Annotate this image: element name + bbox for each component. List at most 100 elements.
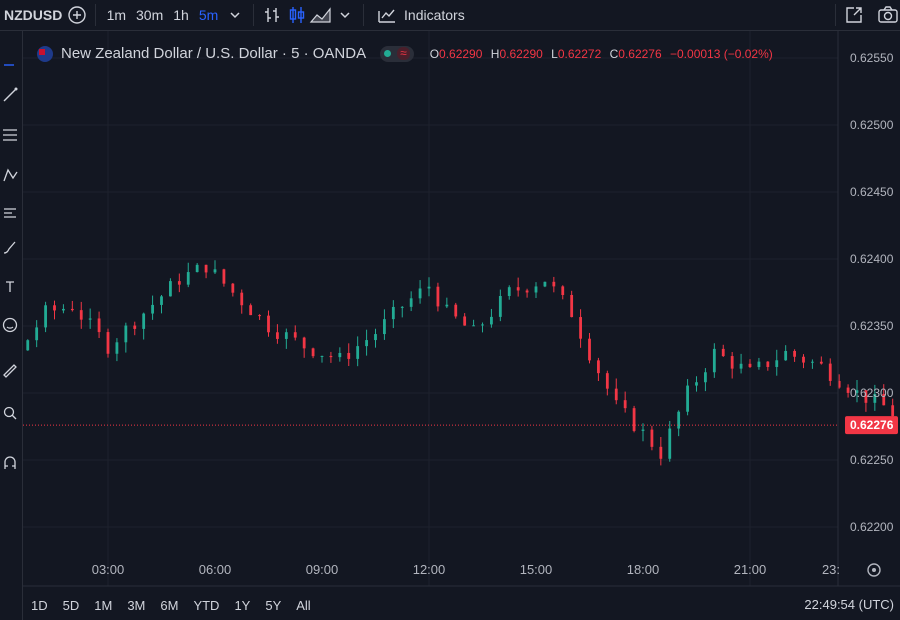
- range-5y[interactable]: 5Y: [265, 597, 282, 613]
- cursor-tool[interactable]: [0, 51, 20, 71]
- candle-body: [775, 360, 779, 367]
- camera-icon: [878, 6, 898, 23]
- screenshot-button[interactable]: [876, 0, 900, 30]
- indicators-icon: [378, 9, 396, 23]
- candle: [302, 336, 306, 358]
- candle: [597, 357, 600, 382]
- candle-body: [276, 332, 279, 339]
- candle: [588, 332, 591, 364]
- candle-body: [891, 405, 895, 417]
- candle-body: [802, 356, 805, 363]
- candle: [543, 281, 547, 288]
- compare-symbol-button[interactable]: [65, 0, 89, 30]
- range-1m[interactable]: 1M: [94, 597, 113, 613]
- last-price-tag: [845, 416, 898, 435]
- zoom-tool[interactable]: [0, 403, 20, 423]
- text-tool[interactable]: [0, 277, 20, 297]
- time-tick: 15:00: [520, 562, 553, 577]
- toolbar-divider: [834, 4, 836, 26]
- candle: [142, 312, 146, 340]
- candle: [427, 277, 431, 297]
- range-1y[interactable]: 1Y: [234, 597, 251, 613]
- candle-body: [561, 286, 565, 295]
- candle: [632, 405, 636, 433]
- candle: [293, 325, 297, 341]
- candle-body: [543, 281, 547, 287]
- range-all[interactable]: All: [296, 597, 311, 613]
- candle: [811, 359, 814, 369]
- candle-body: [712, 348, 716, 373]
- projection-tool[interactable]: [0, 203, 20, 223]
- candles-style-button[interactable]: [285, 0, 309, 30]
- candle-body: [570, 294, 574, 318]
- range-ytd[interactable]: YTD: [193, 597, 220, 613]
- candle-body: [837, 380, 841, 388]
- emoji-tool[interactable]: [0, 315, 20, 335]
- lock-drawings-tool[interactable]: [0, 453, 20, 473]
- legend-title[interactable]: New Zealand Dollar / U.S. Dollar · 5 · O…: [61, 45, 367, 62]
- symbol-search[interactable]: NZDUSD: [4, 7, 63, 23]
- candle-body: [284, 332, 288, 339]
- measure-tool[interactable]: [0, 361, 20, 381]
- candle: [338, 347, 342, 362]
- interval-dropdown-button[interactable]: [223, 0, 247, 30]
- candle-body: [855, 390, 859, 393]
- range-3m[interactable]: 3M: [127, 597, 146, 613]
- interval-1m[interactable]: 1m: [106, 7, 127, 23]
- range-6m[interactable]: 6M: [160, 597, 179, 613]
- candle: [249, 303, 253, 316]
- candle-body: [151, 304, 154, 314]
- bar-style-button[interactable]: [260, 0, 284, 30]
- toolbar-divider: [363, 4, 365, 26]
- candle: [195, 263, 199, 273]
- chart-pane[interactable]: 0.62550 0.62500 0.62450 0.62400 0.62350 …: [23, 31, 900, 620]
- candle: [686, 379, 689, 416]
- area-style-button[interactable]: [309, 0, 333, 30]
- data-delay-icon: ≈: [397, 47, 410, 60]
- chart-settings-button[interactable]: [867, 563, 881, 577]
- candle: [186, 262, 190, 288]
- ohlc-close-key: C: [609, 46, 619, 61]
- trendline-tool[interactable]: [0, 85, 20, 105]
- ruler-icon: [3, 364, 17, 378]
- indicators-button[interactable]: Indicators: [370, 0, 465, 30]
- fib-tool[interactable]: [0, 125, 20, 145]
- magnet-icon: [4, 456, 16, 469]
- candle: [320, 355, 324, 363]
- pattern-icon: [3, 168, 18, 182]
- brush-tool[interactable]: [0, 237, 20, 257]
- range-1d[interactable]: 1D: [31, 597, 48, 613]
- candle-body: [409, 298, 413, 307]
- candle: [828, 358, 832, 386]
- market-status-badge[interactable]: ≈: [380, 45, 414, 62]
- candle-body: [614, 388, 618, 401]
- candle-body: [605, 373, 609, 389]
- fullscreen-button[interactable]: [842, 0, 866, 30]
- candle-body: [668, 428, 672, 459]
- candle-body: [142, 313, 146, 329]
- range-5d[interactable]: 5D: [62, 597, 80, 613]
- price-chart[interactable]: 0.62550 0.62500 0.62450 0.62400 0.62350 …: [23, 31, 900, 620]
- area-chart-icon: [309, 7, 331, 23]
- interval-5m[interactable]: 5m: [198, 7, 219, 23]
- ohlc-open: 0.62290: [439, 46, 483, 61]
- candle: [516, 277, 520, 297]
- candle: [757, 357, 761, 370]
- brush-icon: [3, 241, 16, 254]
- pattern-tool[interactable]: [0, 165, 20, 185]
- drawing-toolbar: [0, 31, 23, 620]
- chart-style-dropdown-button[interactable]: [333, 0, 357, 30]
- candle-body: [650, 429, 654, 447]
- candle-body: [383, 319, 386, 335]
- candle-body: [659, 446, 663, 459]
- candles-layer: [26, 260, 895, 466]
- interval-30m[interactable]: 30m: [136, 7, 164, 23]
- price-axis[interactable]: 0.62550 0.62500 0.62450 0.62400 0.62350 …: [850, 51, 894, 534]
- time-axis[interactable]: 03:00 06:00 09:00 12:00 15:00 18:00 21:0…: [92, 562, 840, 577]
- utc-clock[interactable]: 22:49:54 (UTC): [804, 597, 894, 612]
- candle-body: [195, 264, 199, 273]
- interval-1h[interactable]: 1h: [173, 7, 189, 23]
- candle: [383, 309, 386, 340]
- candle-body: [115, 342, 119, 354]
- ohlc-low-key: L: [551, 46, 558, 61]
